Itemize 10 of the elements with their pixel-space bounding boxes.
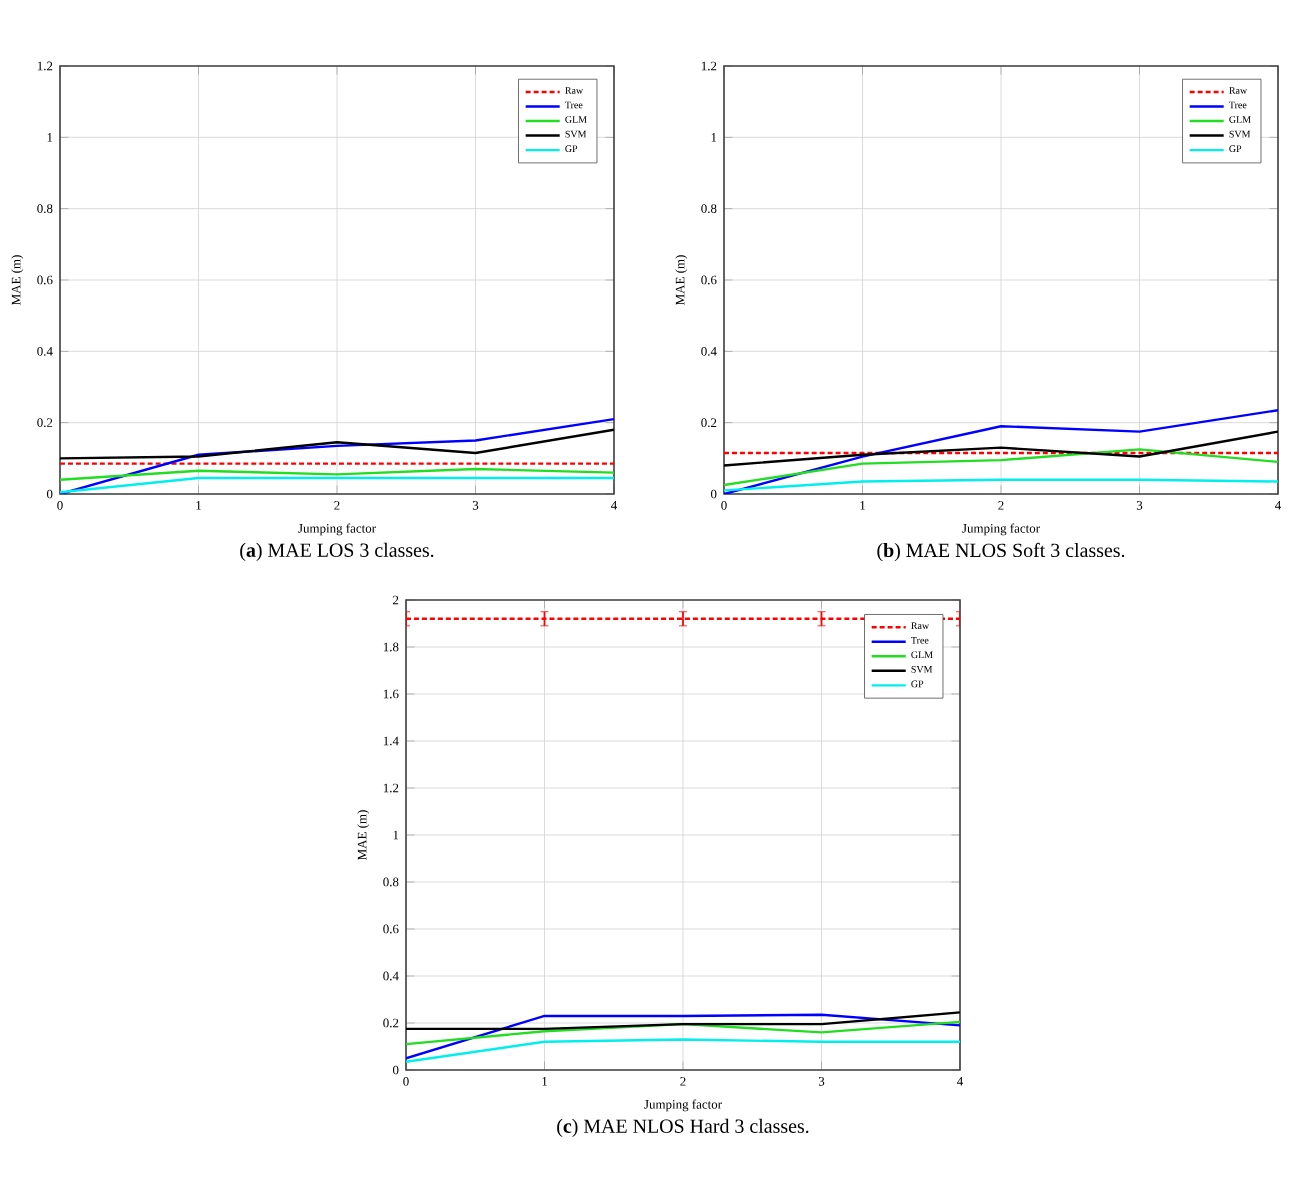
line-series <box>406 1013 960 1060</box>
text: (b) MAE NLOS Soft 3 classes. <box>877 542 1125 562</box>
line-series <box>60 417 614 494</box>
line-series <box>724 430 1279 467</box>
line-series <box>60 428 614 460</box>
text: (a) MAE LOS 3 classes. <box>240 542 434 561</box>
line-series <box>724 408 1279 494</box>
text: (c) MAE NLOS Hard 3 classes. <box>557 1118 809 1137</box>
line-series <box>724 448 1279 487</box>
line-series <box>406 1020 960 1046</box>
